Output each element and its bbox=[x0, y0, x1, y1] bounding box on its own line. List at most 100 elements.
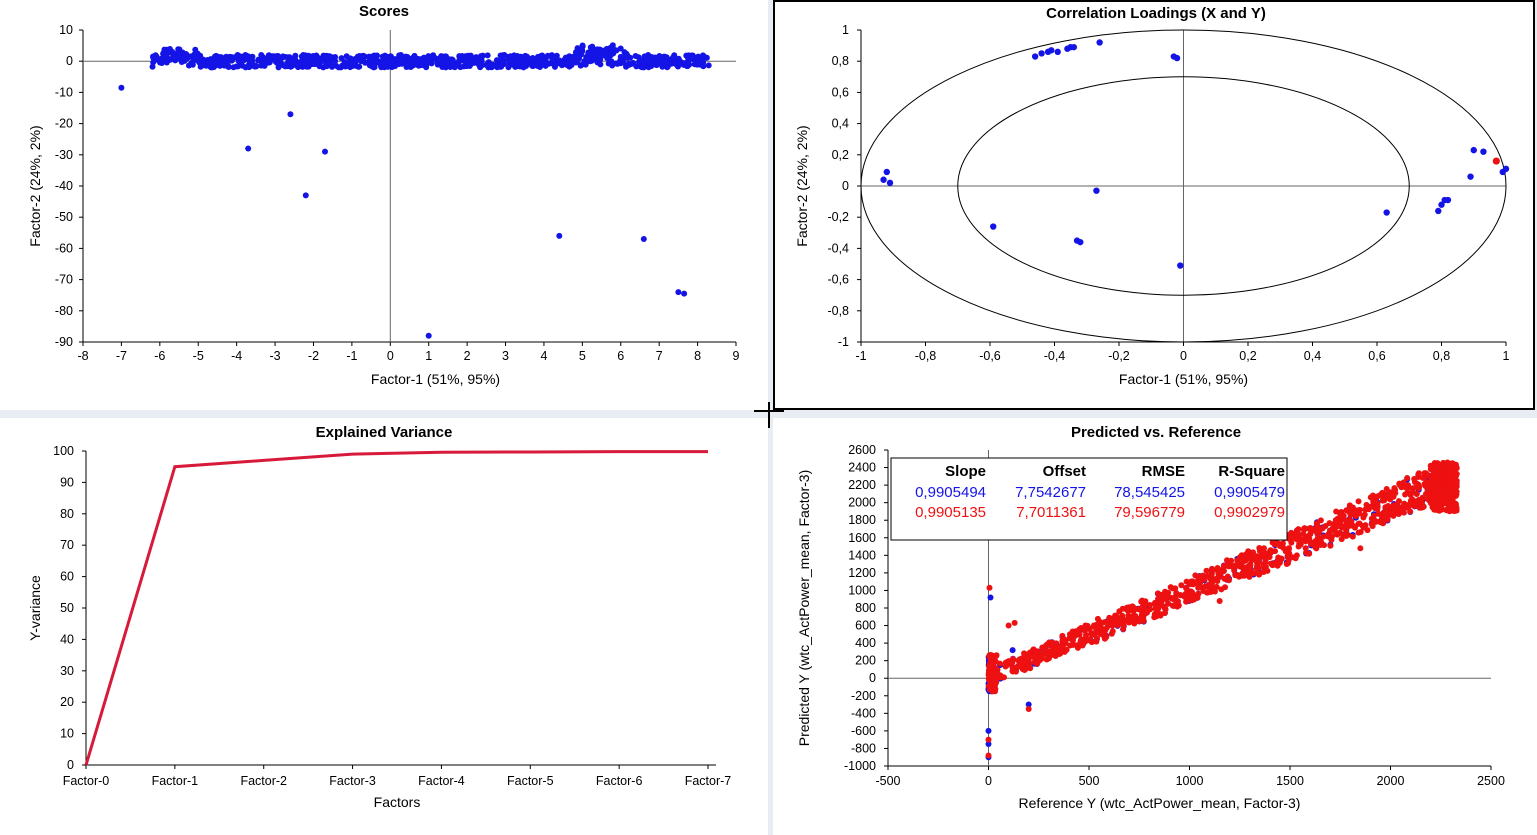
chart-title: Predicted vs. Reference bbox=[1071, 424, 1241, 441]
data-point bbox=[1388, 505, 1395, 512]
data-point bbox=[1242, 553, 1249, 560]
data-point bbox=[206, 62, 213, 69]
y-tick-label: 1400 bbox=[848, 548, 876, 562]
data-point bbox=[1446, 472, 1453, 479]
x-tick-label: -2 bbox=[308, 349, 319, 363]
data-point bbox=[1436, 474, 1443, 481]
data-point bbox=[1240, 558, 1247, 565]
loadings-chart: Correlation Loadings (X and Y) -1 -0,8 -0,6… bbox=[794, 5, 1510, 387]
data-point bbox=[1084, 622, 1091, 629]
data-point bbox=[1343, 532, 1350, 539]
data-point bbox=[1337, 511, 1344, 518]
data-point bbox=[1266, 554, 1273, 561]
data-point bbox=[1450, 466, 1457, 473]
splitter-handle[interactable] bbox=[768, 402, 770, 428]
data-point bbox=[986, 664, 993, 671]
data-point bbox=[1165, 600, 1172, 607]
x-tick-label: 5 bbox=[579, 349, 586, 363]
x-tick-label: 500 bbox=[1079, 774, 1100, 788]
y-tick-label: 50 bbox=[60, 601, 74, 615]
data-point bbox=[1118, 614, 1125, 621]
data-point bbox=[1375, 492, 1382, 499]
data-point bbox=[1305, 525, 1312, 532]
data-point bbox=[1127, 617, 1134, 624]
y-tick-label: -200 bbox=[851, 689, 876, 703]
loadings-panel[interactable]: Correlation Loadings (X and Y) -1 -0,8 -0,6… bbox=[773, 0, 1535, 410]
x-tick-label: -0,6 bbox=[979, 349, 1001, 363]
data-point bbox=[245, 62, 252, 69]
y-tick-label: 1800 bbox=[848, 513, 876, 527]
data-point bbox=[1044, 648, 1051, 655]
data-point bbox=[531, 57, 538, 64]
stat-value: 7,7542677 bbox=[1015, 484, 1086, 501]
data-point bbox=[1443, 495, 1450, 502]
data-point bbox=[1188, 578, 1195, 585]
outlier-point bbox=[1216, 597, 1223, 604]
y-tick-label: 100 bbox=[53, 444, 74, 458]
y-tick-label: 0 bbox=[66, 54, 73, 68]
data-point bbox=[218, 54, 225, 61]
outlier-point bbox=[985, 727, 992, 734]
data-point bbox=[705, 62, 712, 69]
data-point bbox=[185, 54, 192, 61]
data-point bbox=[986, 653, 993, 660]
data-point bbox=[1254, 568, 1261, 575]
data-point bbox=[1326, 520, 1333, 527]
data-point bbox=[277, 58, 284, 65]
outlier-point bbox=[1009, 647, 1016, 654]
data-point bbox=[1284, 552, 1291, 559]
data-point bbox=[1203, 567, 1210, 574]
y-tick-label: -20 bbox=[55, 117, 73, 131]
data-point bbox=[610, 46, 617, 53]
data-point bbox=[262, 56, 269, 63]
data-point bbox=[1328, 536, 1335, 543]
outlier-point bbox=[986, 584, 993, 591]
data-point bbox=[1298, 536, 1305, 543]
y-tick-label: 60 bbox=[60, 570, 74, 584]
data-point bbox=[1342, 517, 1349, 524]
data-point bbox=[1435, 488, 1442, 495]
x-axis-label: Factor-1 (51%, 95%) bbox=[371, 371, 500, 387]
data-point bbox=[213, 60, 220, 67]
data-point bbox=[1402, 484, 1409, 491]
data-point bbox=[675, 289, 682, 296]
data-point bbox=[1453, 479, 1460, 486]
data-point bbox=[1250, 549, 1257, 556]
data-point bbox=[1177, 592, 1184, 599]
data-point bbox=[573, 59, 580, 66]
data-point bbox=[582, 61, 589, 68]
data-point bbox=[404, 53, 411, 60]
data-point bbox=[1356, 520, 1363, 527]
data-point bbox=[1383, 503, 1390, 510]
x-tick-label: 0,8 bbox=[1433, 349, 1450, 363]
data-point bbox=[349, 63, 356, 70]
data-point bbox=[150, 59, 157, 66]
data-point bbox=[568, 61, 575, 68]
data-point bbox=[1407, 508, 1414, 515]
x-tick-label: -1 bbox=[346, 349, 357, 363]
data-point bbox=[1306, 535, 1313, 542]
x-tick-label: -1 bbox=[855, 349, 866, 363]
y-tick-label: -0,8 bbox=[827, 304, 849, 318]
x-loading-point bbox=[1480, 148, 1487, 155]
data-point bbox=[420, 54, 427, 61]
data-point bbox=[1116, 619, 1123, 626]
splitter-handle-horizontal[interactable] bbox=[754, 410, 784, 412]
data-point bbox=[400, 60, 407, 67]
data-point bbox=[411, 61, 418, 68]
y-tick-label: -10 bbox=[55, 85, 73, 99]
data-point bbox=[1293, 536, 1300, 543]
x-tick-label: 9 bbox=[733, 349, 740, 363]
data-point bbox=[1313, 520, 1320, 527]
data-point bbox=[286, 54, 293, 61]
data-point bbox=[1218, 586, 1225, 593]
data-point bbox=[455, 60, 462, 67]
data-point bbox=[1295, 543, 1302, 550]
outlier-point bbox=[1005, 622, 1012, 629]
x-loading-point bbox=[1096, 39, 1103, 46]
x-tick-label: 4 bbox=[540, 349, 547, 363]
data-point bbox=[1051, 646, 1058, 653]
data-point bbox=[163, 59, 170, 66]
data-points bbox=[118, 42, 712, 339]
x-tick-label: 0,2 bbox=[1239, 349, 1256, 363]
